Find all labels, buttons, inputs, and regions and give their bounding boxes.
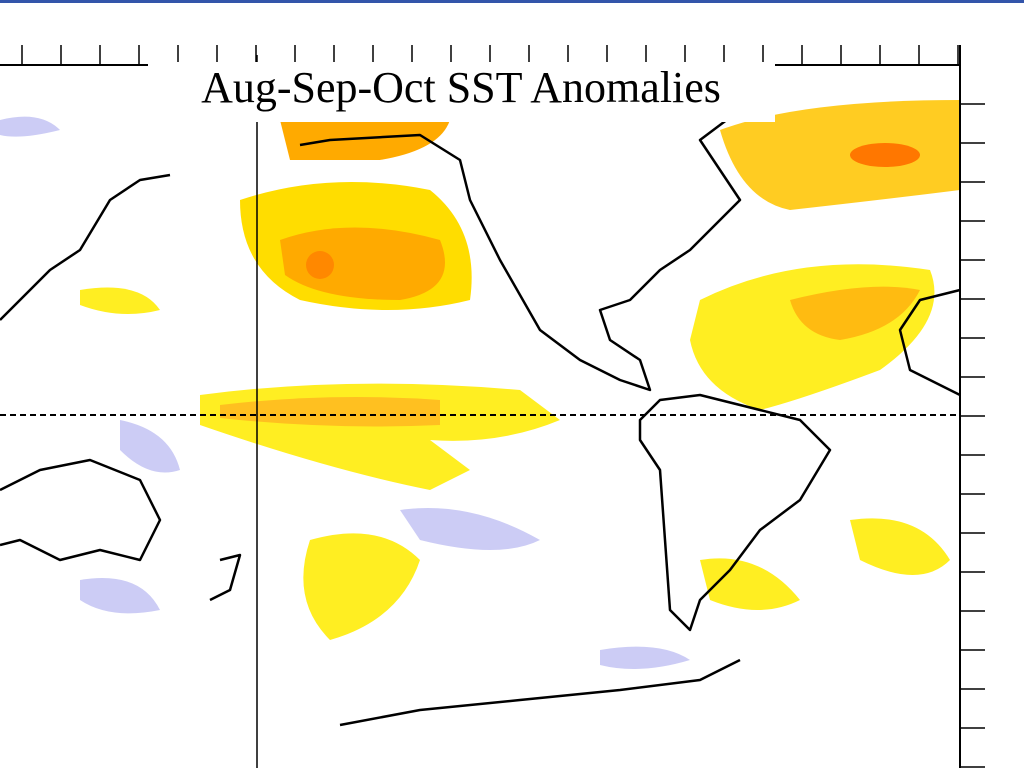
coastline <box>209 553 242 602</box>
coastline <box>0 458 162 562</box>
warm-area <box>280 227 445 300</box>
warm-area <box>280 120 450 160</box>
cool-anomalies <box>0 116 690 669</box>
coastlines <box>0 109 961 727</box>
warm-anomalies <box>80 100 960 640</box>
ticks <box>21 45 985 768</box>
warm-area <box>700 558 800 610</box>
warm-area <box>80 287 160 314</box>
warm-area <box>220 396 440 427</box>
warm-area <box>303 533 420 640</box>
warm-area <box>306 251 334 279</box>
coastline <box>299 109 742 392</box>
top-rule <box>0 0 1024 3</box>
cool-area <box>400 508 540 550</box>
coastline <box>0 173 171 321</box>
coastline <box>898 288 961 397</box>
cool-area <box>80 578 160 614</box>
title-box <box>148 62 775 122</box>
coastline <box>339 658 741 727</box>
warm-area <box>850 518 950 575</box>
warm-area <box>720 100 960 210</box>
title: Aug-Sep-Oct SST Anomalies <box>201 63 721 112</box>
coastline <box>638 393 832 632</box>
cool-area <box>120 420 180 473</box>
warm-area <box>790 286 920 340</box>
warm-area <box>850 143 920 167</box>
cool-area <box>0 116 60 137</box>
cool-area <box>600 646 690 669</box>
